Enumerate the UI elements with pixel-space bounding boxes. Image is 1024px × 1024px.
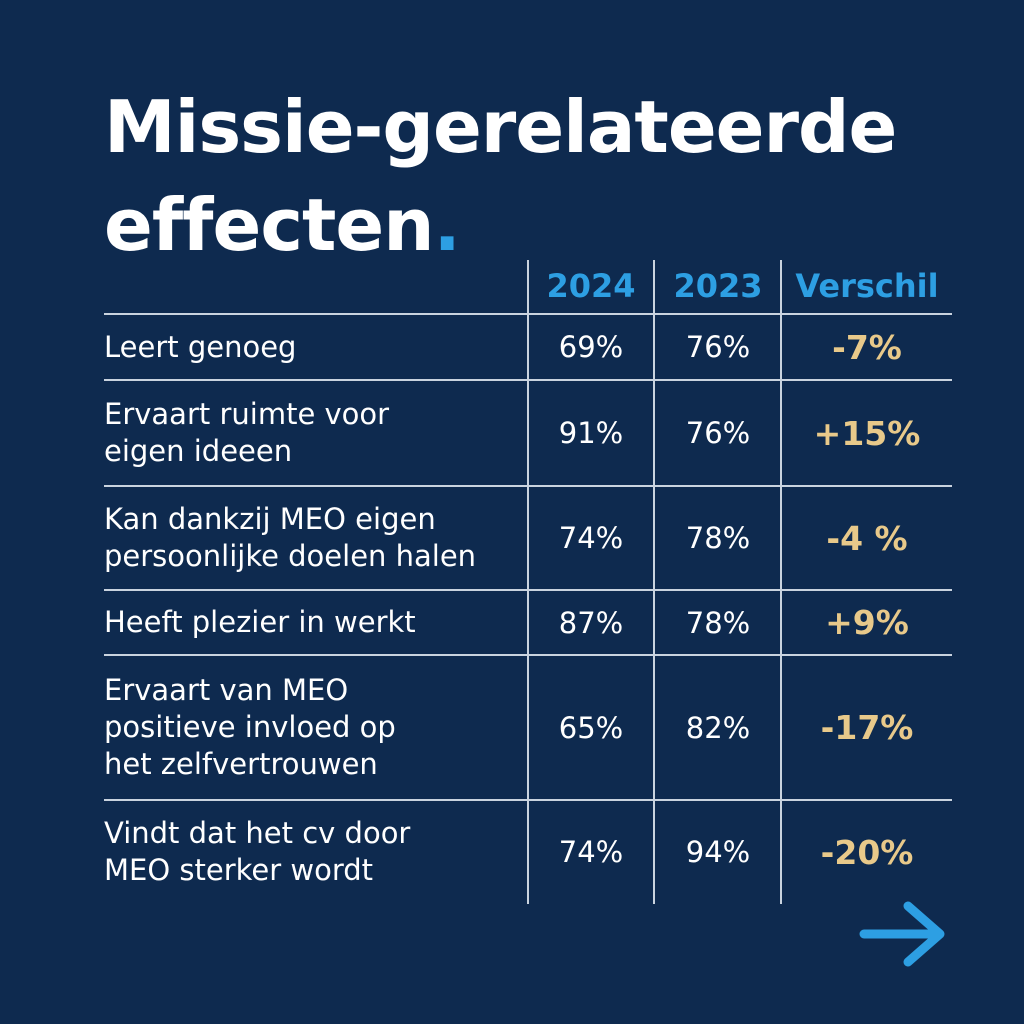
row-label-line: eigen ideeen — [104, 434, 293, 468]
value-2023: 78% — [685, 521, 751, 555]
row-divider-6 — [104, 799, 952, 801]
row-label: Ervaart van MEO positieve invloed op het z… — [104, 655, 522, 800]
column-divider-1 — [527, 260, 529, 904]
row-label-line: Kan dankzij MEO eigen — [104, 502, 436, 536]
row-divider-1 — [104, 313, 952, 315]
table-row: Heeft plezier in werkt 87% 78% +9% — [104, 590, 954, 655]
table-row: Vindt dat het cv door MEO sterker wordt 74… — [104, 800, 954, 904]
row-divider-5 — [104, 654, 952, 656]
column-divider-2 — [653, 260, 655, 904]
value-2024: 69% — [558, 330, 624, 364]
title-line-1: Missie-gerelateerde — [104, 85, 897, 169]
value-2023: 82% — [685, 710, 751, 745]
row-divider-3 — [104, 485, 952, 487]
difference-value: +15% — [813, 413, 921, 453]
arrow-right-icon[interactable] — [858, 898, 950, 970]
value-2024: 74% — [558, 835, 624, 869]
row-label-line: positieve invloed op — [104, 710, 396, 744]
value-2024: 74% — [558, 521, 624, 555]
column-header-2: 2023 — [673, 267, 763, 305]
column-divider-3 — [780, 260, 782, 904]
row-label: Heeft plezier in werkt — [104, 590, 522, 655]
row-label-line: het zelfvertrouwen — [104, 747, 378, 781]
difference-value: +9% — [825, 603, 909, 642]
row-label-line: Ervaart ruimte voor — [104, 397, 390, 431]
row-label-line: Ervaart van MEO — [104, 673, 349, 707]
table-row: Ervaart ruimte voor eigen ideeen 91% 76% +15… — [104, 380, 954, 486]
value-2023: 78% — [685, 605, 751, 640]
value-2023: 76% — [685, 330, 751, 364]
row-label-line: MEO sterker wordt — [104, 853, 374, 887]
title-line-2: effecten. — [104, 176, 896, 274]
difference-value: -7% — [832, 327, 902, 367]
value-2023: 94% — [685, 835, 751, 869]
row-label: Kan dankzij MEO eigen persoonlijke doelen… — [104, 486, 522, 590]
row-label-line: Heeft plezier in werkt — [104, 605, 416, 639]
difference-value: -20% — [820, 832, 914, 872]
row-label: Vindt dat het cv door MEO sterker wordt — [104, 800, 522, 904]
title-dot: . — [433, 183, 461, 267]
title-line-2-text: effecten — [104, 183, 434, 267]
value-2024: 65% — [558, 710, 624, 745]
row-label: Leert genoeg — [104, 314, 522, 380]
row-divider-2 — [104, 379, 952, 381]
page-title: Missie-gerelateerde effecten. — [104, 78, 897, 274]
difference-value: -4 % — [826, 518, 908, 558]
column-header-3: Verschil — [795, 267, 939, 305]
row-divider-4 — [104, 589, 952, 591]
table-row: Kan dankzij MEO eigen persoonlijke doelen… — [104, 486, 954, 590]
row-label-line: persoonlijke doelen halen — [104, 539, 477, 573]
row-label-line: Vindt dat het cv door — [104, 816, 411, 850]
value-2023: 76% — [685, 416, 751, 450]
row-label-line: Leert genoeg — [104, 329, 297, 364]
column-header-1: 2024 — [546, 267, 636, 305]
table-row: Ervaart van MEO positieve invloed op het z… — [104, 655, 954, 800]
table-row: Leert genoeg 69% 76% -7% — [104, 314, 954, 380]
value-2024: 87% — [558, 605, 624, 640]
value-2024: 91% — [558, 416, 624, 450]
difference-value: -17% — [820, 708, 914, 747]
row-label: Ervaart ruimte voor eigen ideeen — [104, 380, 522, 486]
